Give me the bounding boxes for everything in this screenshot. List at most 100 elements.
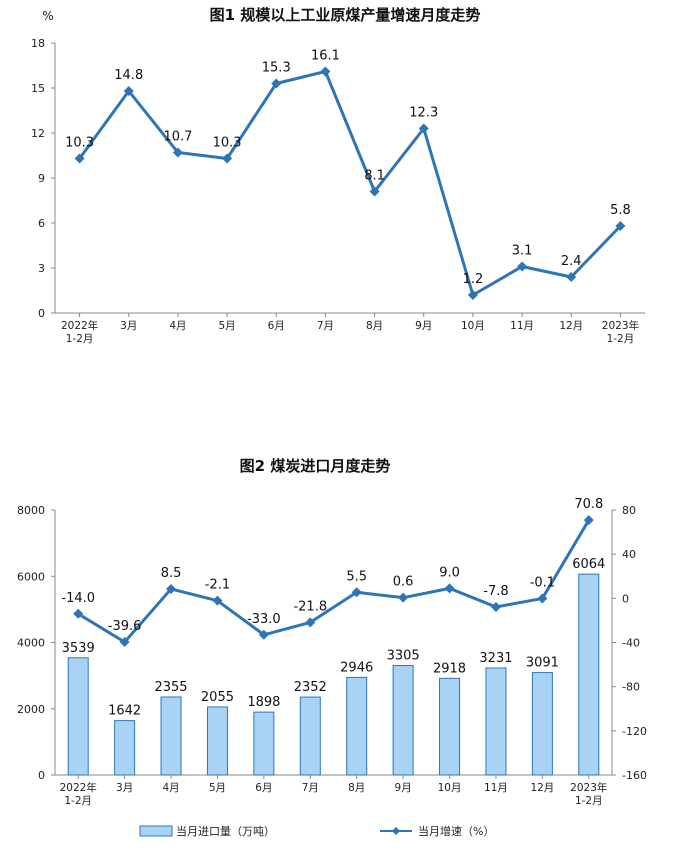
chart-2-bar <box>439 677 461 776</box>
chart-2-bar <box>392 665 414 776</box>
chart-2-legend: 当月进口量（万吨） 当月增速（%） <box>139 824 494 838</box>
chart-1-points <box>74 66 626 300</box>
chart-1-data-label: 16.1 <box>311 49 340 64</box>
chart-2-bar <box>114 720 136 776</box>
chart-1-series-line <box>78 70 622 297</box>
chart-1-x-tick-label: 12月 <box>559 320 583 332</box>
chart-1-y-tick-label: 12 <box>31 127 45 140</box>
chart-2-x-tick-label: 2023年 <box>570 781 607 794</box>
chart-2-bar <box>206 706 228 776</box>
chart-2-growth-label: -7.8 <box>483 584 508 599</box>
chart-2-growth-point <box>258 629 269 640</box>
chart-2-x-tick-label: 4月 <box>162 782 179 794</box>
chart-2-growth-label: -39.6 <box>108 619 142 634</box>
chart-2-growth-label: 5.5 <box>346 569 367 584</box>
chart-1-data-label: 14.8 <box>114 68 143 83</box>
chart-2-growth-label: -21.8 <box>293 599 327 614</box>
chart-1-point <box>369 186 380 197</box>
chart-2-growth-label: -14.0 <box>61 591 95 606</box>
chart-2-bar-label: 1642 <box>108 704 141 719</box>
chart-1-data-label: 3.1 <box>512 244 533 259</box>
chart-2-bar-label: 3231 <box>479 651 512 666</box>
chart-1-point <box>566 272 577 282</box>
chart-2-bar-label: 2352 <box>294 680 327 695</box>
chart-1-x-tick-label: 6月 <box>268 320 285 332</box>
chart-2-x-tick-label: 7月 <box>302 782 319 794</box>
chart-1-y-tick-label: 15 <box>31 82 45 95</box>
chart-2-bar <box>346 676 368 776</box>
chart-2-bar <box>67 657 89 776</box>
chart-2-left-tick-label: 6000 <box>17 570 45 583</box>
chart-2-growth-label: 8.5 <box>161 566 182 581</box>
chart-1-point <box>320 66 331 77</box>
chart-2-growth-point <box>490 601 501 612</box>
chart-2-x-tick-label: 6月 <box>255 782 272 794</box>
chart-2-growth-label: -0.1 <box>530 575 555 590</box>
chart-2-growth-line <box>77 519 591 644</box>
chart-1-x-tick-label: 7月 <box>317 320 334 332</box>
chart-2-growth-point <box>583 515 594 526</box>
chart-2-left-tick-label: 4000 <box>17 637 45 650</box>
chart-2-x-tick-label: 1-2月 <box>575 795 603 807</box>
chart-1-point <box>271 78 282 89</box>
chart-2-x-tick-label: 5月 <box>209 782 226 794</box>
chart-1-x-tick-label: 9月 <box>415 320 432 332</box>
chart-2-right-tick-label: -80 <box>622 681 640 694</box>
chart-2-growth-point <box>166 583 177 594</box>
chart-2-x-tick-label: 12月 <box>530 782 554 794</box>
chart-2-growth-point <box>398 592 409 603</box>
chart-2-bar-labels: 3539 1642 2355 2055 1898 2352 2946 3305 2918 3231… <box>62 557 606 718</box>
chart-1-point <box>74 153 85 164</box>
chart-2-growth-point <box>351 587 362 598</box>
chart-2-growth-labels: -14.0 -39.6 8.5 -2.1 -33.0 -21.8 5.5 0.6 9.0 -7.8… <box>61 497 603 634</box>
chart-1-point <box>615 221 626 231</box>
chart-2-x-tick-label: 10月 <box>438 782 462 794</box>
chart-1-y-tick-label: 9 <box>38 172 45 185</box>
chart-2-growth-point <box>73 608 84 619</box>
chart-2-bar <box>485 667 507 776</box>
chart-1-x-tick-label: 1-2月 <box>607 333 635 345</box>
chart-2-bar-label: 1898 <box>247 695 280 710</box>
chart-2-bar-label: 2355 <box>154 680 187 695</box>
chart-1-x-tick-label: 2022年 <box>61 319 98 332</box>
chart-2-right-tick-label: 80 <box>622 504 636 517</box>
chart-1-x-tick-label: 10月 <box>461 320 485 332</box>
chart-1-point <box>467 290 478 300</box>
chart-1-x-tick-label: 3月 <box>120 320 137 332</box>
chart-2-bar-label: 3091 <box>526 656 559 671</box>
chart-1-x-tick-label: 1-2月 <box>66 333 94 345</box>
chart-1-y-unit: % <box>42 9 53 23</box>
chart-2-bar-label: 2946 <box>340 660 373 675</box>
chart-1-y-tick-label: 0 <box>38 307 45 320</box>
chart-2-right-tick-label: -160 <box>622 769 647 782</box>
chart-2-bar-label: 2055 <box>201 690 234 705</box>
chart-2-right-tick-label: 40 <box>622 548 636 561</box>
chart-2-bar <box>299 696 321 776</box>
chart-2-growth-label: 70.8 <box>574 497 603 512</box>
chart-1-series <box>78 70 622 297</box>
chart-1-data-label: 8.1 <box>364 169 385 184</box>
legend-line-marker <box>392 827 400 835</box>
chart-1-data-label: 10.3 <box>65 136 94 151</box>
chart-1-data-label: 10.3 <box>213 136 242 151</box>
chart-2-growth-point <box>537 593 548 604</box>
chart-2-bar-label: 6064 <box>572 557 605 572</box>
chart-1-data-label: 10.7 <box>163 130 192 145</box>
chart-1-x-tick-label: 11月 <box>510 320 534 332</box>
chart-2-left-tick-label: 0 <box>38 769 45 782</box>
chart-1-data-label: 15.3 <box>262 61 291 76</box>
chart-2-right-tick-label: 0 <box>622 592 629 605</box>
chart-2-right-tick-label: -40 <box>622 637 640 650</box>
chart-1-x-tick-label: 4月 <box>169 320 186 332</box>
legend-line-label: 当月增速（%） <box>418 824 494 838</box>
chart-2-title: 图2 煤炭进口月度走势 <box>240 457 391 475</box>
chart-2-growth-label: 9.0 <box>439 565 460 580</box>
chart-1-point <box>172 147 183 158</box>
chart-2-x-tick-label: 9月 <box>395 782 412 794</box>
chart-1-point <box>123 86 134 96</box>
chart-1-data-label: 2.4 <box>561 254 582 269</box>
legend-bar-label: 当月进口量（万吨） <box>176 824 275 838</box>
chart-2-growth-points <box>73 515 594 648</box>
